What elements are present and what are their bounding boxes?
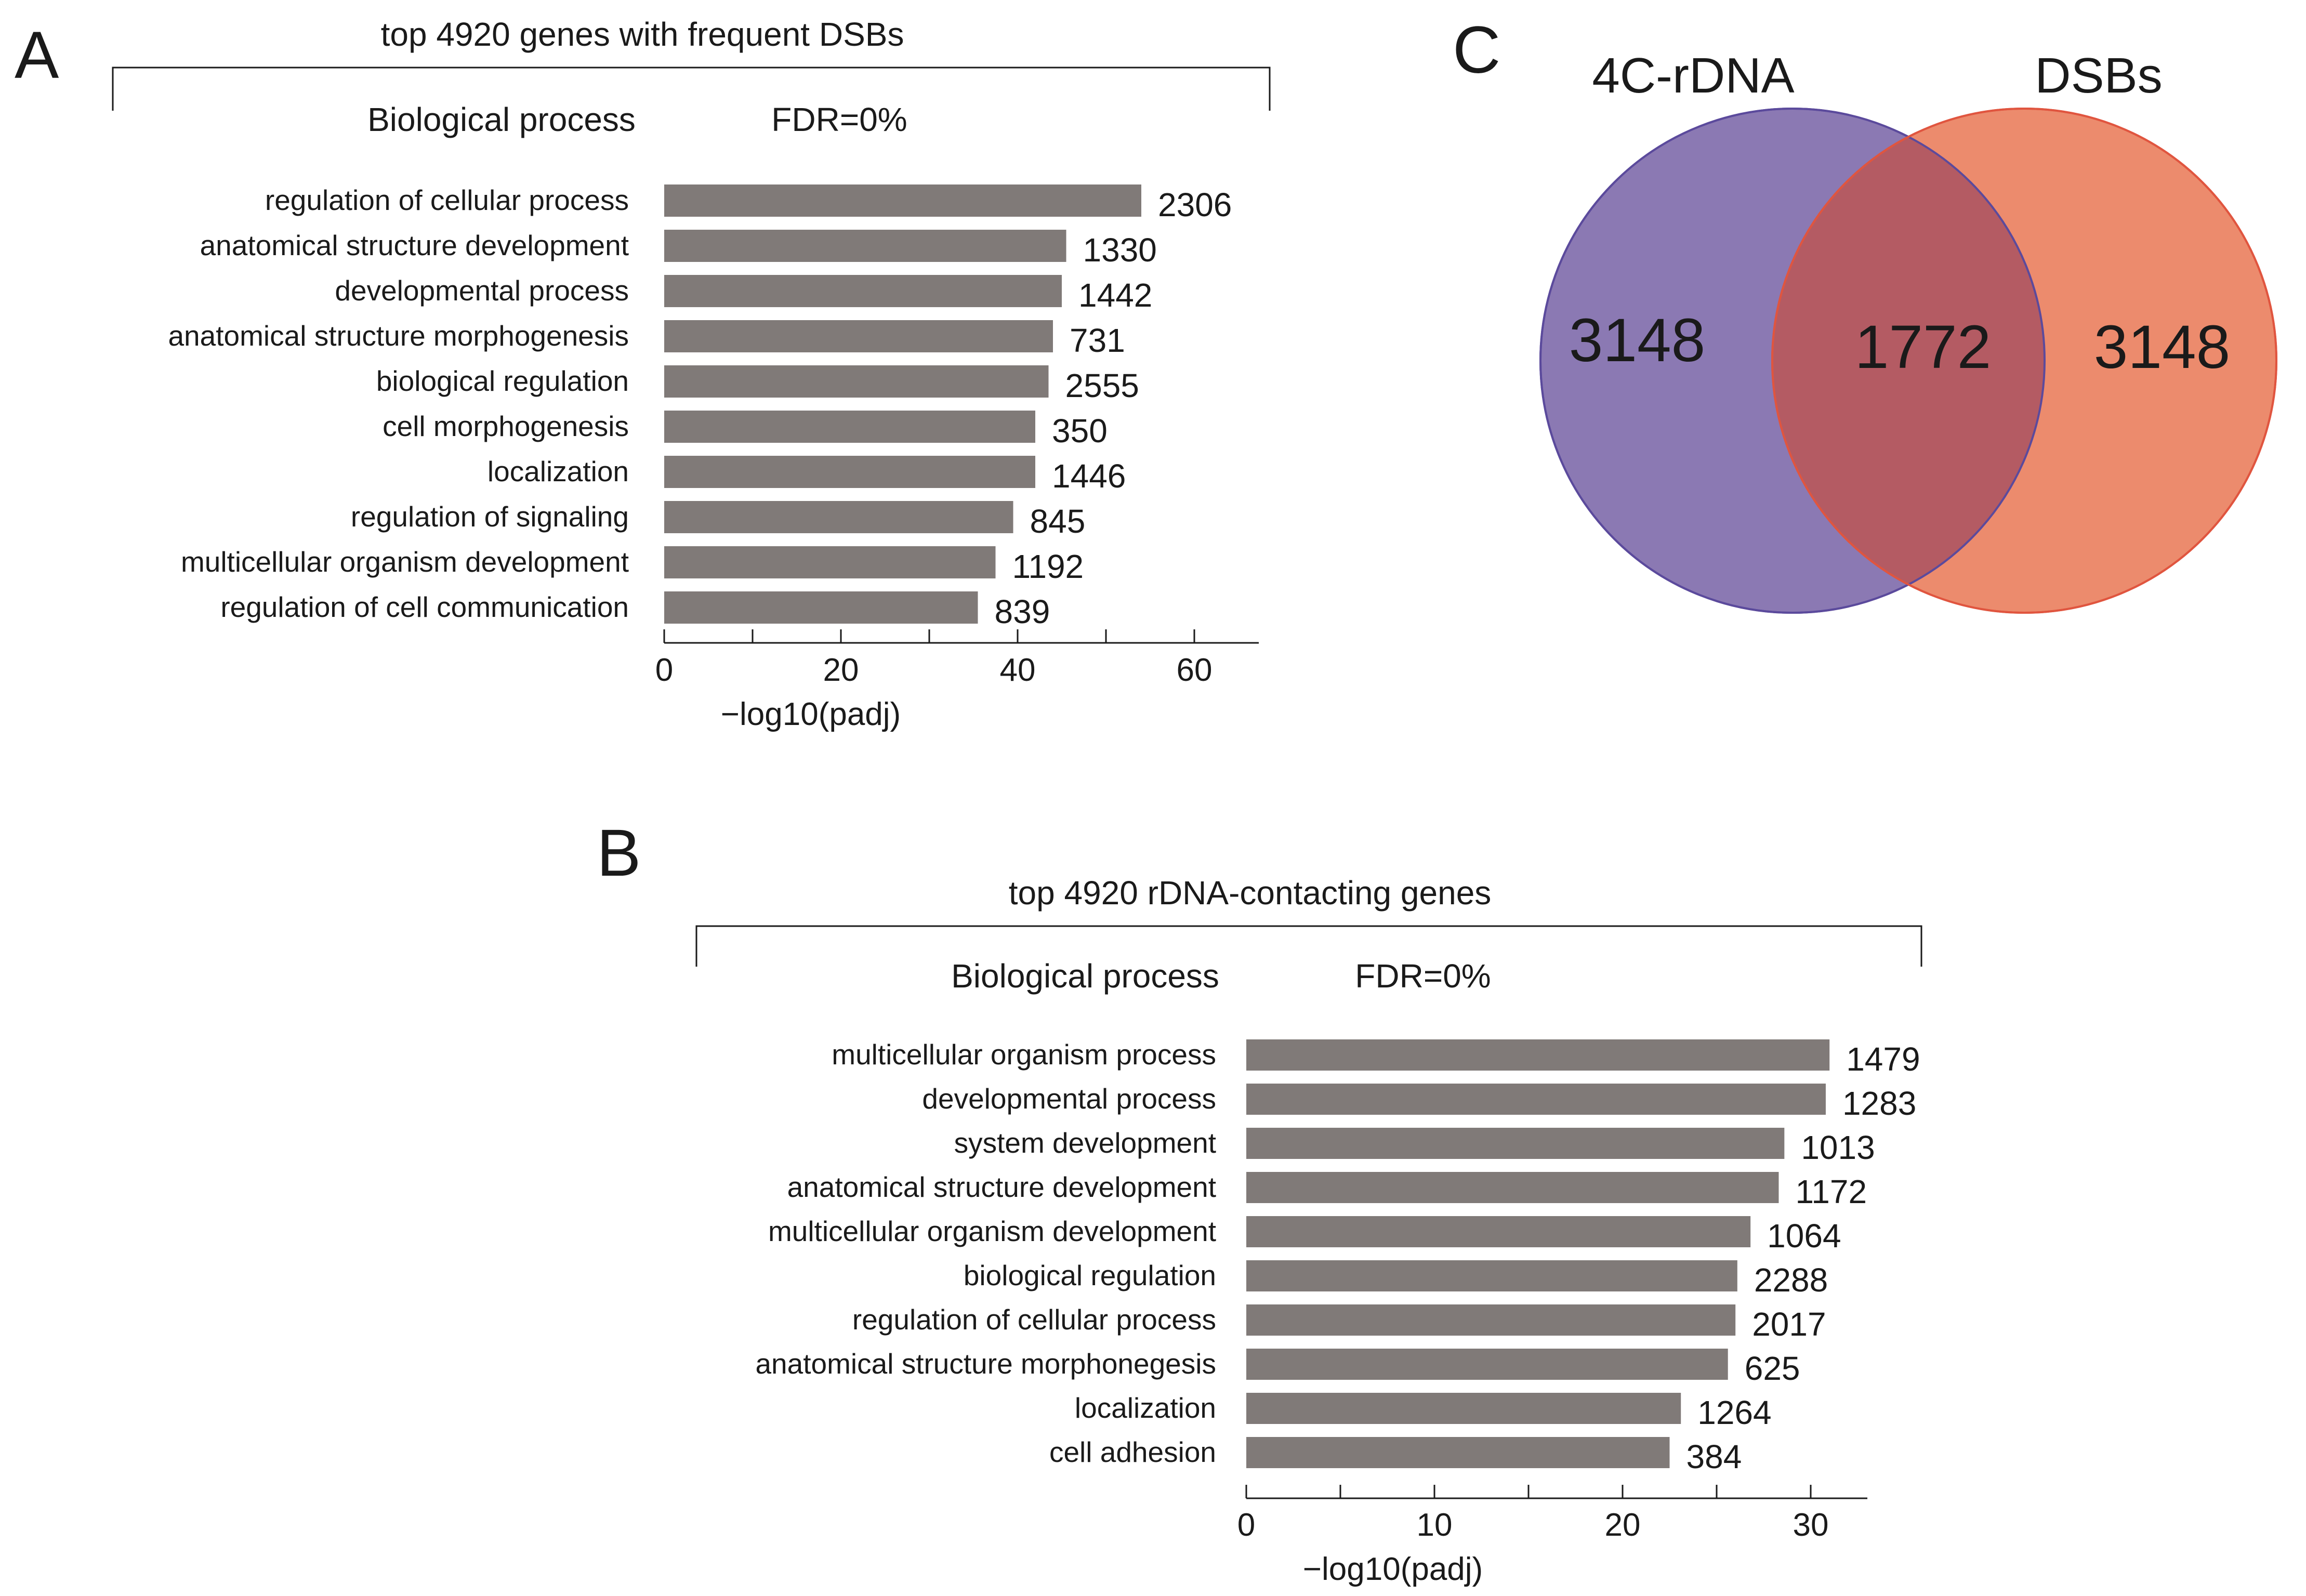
chart-b: multicellular organism process 1479 develo… (755, 1038, 1920, 1587)
data-label: 1442 (1078, 276, 1152, 314)
bar (664, 365, 1049, 398)
bar (664, 275, 1062, 307)
x-tick-label: 60 (1177, 652, 1213, 688)
x-tick-label: 0 (655, 652, 673, 688)
bar (664, 501, 1013, 533)
category-label: multicellular organism development (181, 546, 629, 578)
venn-set-label-dsbs: DSBs (2035, 48, 2162, 103)
data-label: 1283 (1842, 1085, 1916, 1122)
venn-intersection (1772, 109, 2045, 613)
venn-count-intersection: 1772 (1855, 313, 1992, 381)
category-label: anatomical structure morphogenesis (168, 320, 629, 352)
data-label: 731 (1070, 322, 1125, 359)
data-label: 350 (1052, 412, 1108, 450)
category-label: multicellular organism process (832, 1038, 1216, 1071)
x-axis-label: −log10(padj) (721, 696, 901, 732)
venn-diagram: 4C-rDNA DSBs 3148 1772 3148 (1539, 48, 2277, 614)
bar (664, 411, 1035, 443)
venn-set-label-4c-rdna: 4C-rDNA (1592, 48, 1794, 103)
category-label: cell morphogenesis (383, 410, 629, 442)
category-label: localization (487, 455, 629, 487)
data-label: 1479 (1846, 1040, 1920, 1078)
category-label: biological regulation (964, 1259, 1216, 1291)
category-label: developmental process (922, 1083, 1216, 1115)
panel-b-bracket (695, 925, 1922, 967)
bar (1246, 1437, 1670, 1468)
panel-a-letter: A (15, 18, 59, 93)
bar (1246, 1393, 1681, 1424)
panel-b-process-header: Biological process (951, 957, 1219, 995)
bar (664, 320, 1053, 352)
x-axis-label: −log10(padj) (1303, 1551, 1483, 1587)
venn-outline (1539, 108, 2046, 614)
data-label: 384 (1686, 1438, 1742, 1475)
bar (664, 230, 1066, 262)
panel-b-fdr-header: FDR=0% (1355, 957, 1491, 995)
data-label: 1172 (1795, 1173, 1867, 1210)
category-label: regulation of cellular process (852, 1303, 1216, 1336)
category-label: anatomical structure development (200, 229, 629, 261)
data-label: 1013 (1801, 1129, 1875, 1166)
category-label: regulation of cell communication (220, 591, 629, 623)
data-label: 1446 (1052, 457, 1126, 495)
category-label: anatomical structure development (787, 1171, 1216, 1203)
x-tick-label: 20 (1605, 1507, 1641, 1543)
bar (664, 591, 978, 624)
bar (1246, 1128, 1785, 1159)
x-tick-label: 40 (1000, 652, 1036, 688)
bar (664, 456, 1035, 488)
data-label: 1264 (1697, 1394, 1771, 1431)
category-label: regulation of signaling (351, 500, 629, 533)
bar (1246, 1304, 1736, 1336)
bar (664, 546, 996, 578)
panel-a-fdr-header: FDR=0% (771, 101, 907, 138)
bar (664, 184, 1141, 217)
data-label: 845 (1030, 503, 1086, 540)
x-tick-label: 20 (823, 652, 859, 688)
data-label: 2306 (1158, 186, 1232, 223)
category-label: system development (954, 1127, 1216, 1159)
x-tick-label: 0 (1237, 1507, 1255, 1543)
panel-c: C 4C-rDNA DSBs 3148 1772 3148 (1453, 13, 2277, 614)
venn-count-4c-rdna-only: 3148 (1569, 306, 1706, 375)
data-label: 2555 (1065, 367, 1139, 404)
category-label: developmental process (335, 274, 629, 307)
venn-outline (1771, 108, 2277, 614)
data-label: 1064 (1767, 1217, 1841, 1255)
panel-a: A top 4920 genes with frequent DSBs Biol… (15, 16, 1271, 732)
panel-b-letter: B (597, 816, 641, 890)
panel-b-title: top 4920 rDNA-contacting genes (1009, 874, 1492, 912)
data-label: 839 (995, 593, 1050, 630)
panel-a-process-header: Biological process (367, 101, 636, 138)
panel-b: B top 4920 rDNA-contacting genes Biologi… (597, 816, 1922, 1587)
category-label: biological regulation (376, 365, 629, 397)
data-label: 625 (1745, 1350, 1800, 1387)
panel-a-title: top 4920 genes with frequent DSBs (381, 16, 904, 53)
bar (1246, 1084, 1826, 1115)
bar (1246, 1260, 1737, 1291)
venn-count-dsbs-only: 3148 (2094, 313, 2231, 381)
bar (1246, 1039, 1830, 1071)
bar (1246, 1349, 1728, 1380)
category-label: regulation of cellular process (265, 184, 629, 216)
category-label: cell adhesion (1049, 1436, 1216, 1468)
chart-a: regulation of cellular process 2306 anatom… (168, 184, 1259, 732)
panel-c-letter: C (1453, 13, 1500, 87)
category-label: localization (1075, 1392, 1216, 1424)
x-tick-label: 10 (1417, 1507, 1453, 1543)
data-label: 1192 (1012, 548, 1084, 585)
data-label: 1330 (1083, 231, 1157, 269)
category-label: anatomical structure morphonegesis (755, 1348, 1216, 1380)
data-label: 2288 (1754, 1261, 1828, 1299)
data-label: 2017 (1752, 1305, 1826, 1343)
x-tick-label: 30 (1793, 1507, 1829, 1543)
bar (1246, 1172, 1779, 1203)
bar (1246, 1216, 1751, 1247)
panel-a-bracket (112, 67, 1271, 111)
category-label: multicellular organism development (768, 1215, 1216, 1247)
